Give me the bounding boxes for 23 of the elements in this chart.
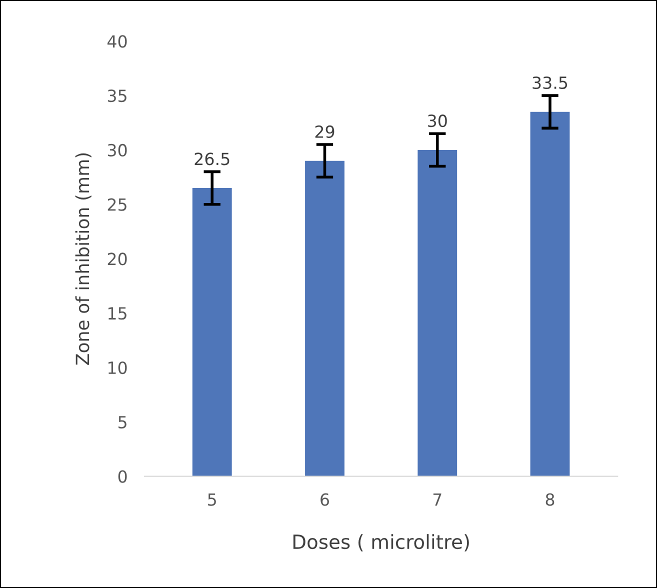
y-tick-label: 40 (107, 35, 127, 48)
bar (192, 188, 232, 476)
x-tick-label: 8 (546, 493, 554, 506)
x-axis-title: Doses ( microlitre) (293, 534, 469, 552)
bar (305, 160, 344, 476)
y-axis-title: Zone of inhibition (mm) (75, 153, 92, 365)
y-tick-label: 25 (108, 198, 126, 211)
y-tick-label: 15 (108, 307, 126, 320)
data-label: 33.5 (532, 76, 568, 90)
y-tick-label: 10 (108, 361, 127, 374)
data-label: 26.5 (194, 152, 230, 166)
bar (530, 112, 570, 476)
y-tick-label: 35 (108, 90, 126, 102)
data-label: 30 (428, 114, 447, 128)
y-tick-label: 5 (118, 416, 126, 428)
y-tick-label: 20 (108, 252, 127, 266)
bar (418, 150, 458, 476)
y-tick-label: 0 (118, 470, 127, 483)
y-tick-label: 30 (108, 144, 127, 157)
x-tick-label: 7 (433, 493, 442, 506)
x-tick-label: 6 (320, 493, 329, 506)
data-label: 29 (315, 125, 334, 138)
x-tick-label: 5 (208, 493, 216, 506)
